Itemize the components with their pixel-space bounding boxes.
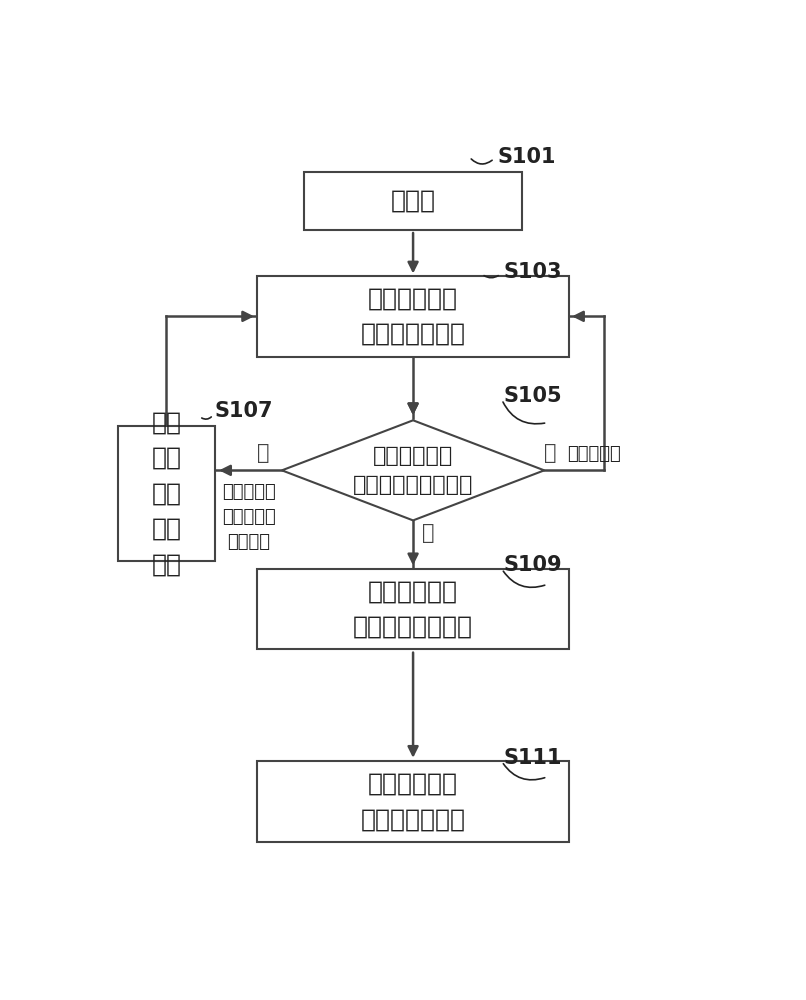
- FancyBboxPatch shape: [257, 276, 569, 357]
- Text: 扫描激光频率
并检测激光共振信号: 扫描激光频率 并检测激光共振信号: [353, 446, 473, 495]
- Text: S101: S101: [497, 147, 556, 167]
- Text: S105: S105: [504, 386, 563, 406]
- Text: 初始化: 初始化: [391, 189, 435, 213]
- FancyBboxPatch shape: [257, 761, 569, 842]
- Text: 否: 否: [257, 443, 269, 463]
- Text: 否: 否: [544, 443, 557, 463]
- Text: S111: S111: [504, 748, 562, 768]
- Polygon shape: [282, 420, 544, 520]
- Text: S107: S107: [214, 401, 273, 421]
- Text: 锁定微波频率
并检测是否失锁: 锁定微波频率 并检测是否失锁: [360, 772, 466, 831]
- Text: 激光器和物理
系统的温度控制: 激光器和物理 系统的温度控制: [360, 287, 466, 346]
- Text: 微波频率扫描
检测微波共振信号: 微波频率扫描 检测微波共振信号: [353, 579, 473, 639]
- Text: S103: S103: [504, 262, 562, 282]
- Text: 是: 是: [422, 523, 435, 543]
- FancyBboxPatch shape: [257, 569, 569, 649]
- Text: 收到信号但
未调节激光
调制相位: 收到信号但 未调节激光 调制相位: [222, 483, 276, 551]
- Text: S109: S109: [504, 555, 563, 575]
- FancyBboxPatch shape: [118, 426, 214, 561]
- Text: 调节
激光
调制
信号
相位: 调节 激光 调制 信号 相位: [152, 411, 181, 576]
- FancyBboxPatch shape: [304, 172, 522, 230]
- Text: 未收到信号: 未收到信号: [567, 445, 621, 463]
